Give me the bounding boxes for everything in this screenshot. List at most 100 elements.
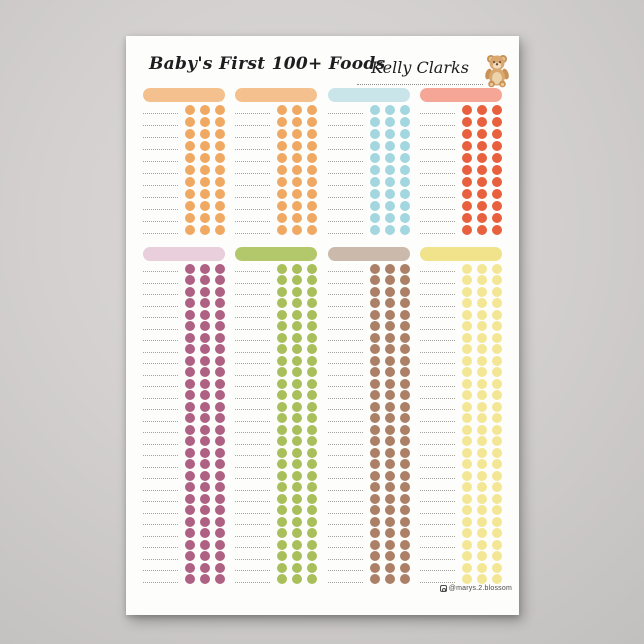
food-name-line <box>327 386 363 388</box>
tracker-dot <box>491 355 502 366</box>
food-name-line <box>327 397 363 399</box>
food-name-line <box>419 184 455 186</box>
tracker-dot <box>384 482 395 493</box>
tracker-dots <box>277 344 318 355</box>
food-name-line <box>235 512 271 514</box>
tracker-dot <box>491 528 502 539</box>
tracker-dot <box>292 539 303 550</box>
tracker-dot <box>292 436 303 447</box>
food-name-line <box>143 124 178 126</box>
food-name-line <box>419 466 455 468</box>
tracker-dot <box>476 459 487 470</box>
food-name-line <box>143 478 178 480</box>
tracker-dot <box>215 459 225 470</box>
tracker-dots <box>277 470 318 481</box>
tracker-dot <box>215 378 225 389</box>
tracker-dot <box>461 505 472 516</box>
food-row <box>235 447 318 459</box>
tracker-dot <box>461 574 472 585</box>
tracker-dots <box>277 189 318 199</box>
tracker-dots <box>369 153 410 163</box>
food-row <box>419 390 502 402</box>
food-row <box>235 436 318 448</box>
food-name-line <box>327 466 363 468</box>
food-row <box>143 116 225 128</box>
tracker-dot <box>215 165 225 175</box>
tracker-dot <box>292 286 303 297</box>
tracker-dots <box>185 482 225 493</box>
tracker-dot <box>307 309 318 320</box>
tracker-dot <box>292 528 303 539</box>
tracker-dot <box>491 309 502 320</box>
tracker-dot <box>307 401 318 412</box>
tracker-dot <box>277 129 288 139</box>
tracker-dots <box>277 213 318 223</box>
food-name-line <box>419 397 455 399</box>
food-name-line <box>143 420 178 422</box>
tracker-dot <box>384 424 395 435</box>
tracker-dots <box>185 413 225 424</box>
tracker-dot <box>307 551 318 562</box>
tracker-dot <box>476 177 487 187</box>
tracker-dot <box>399 436 410 447</box>
tracker-dots <box>461 153 502 163</box>
food-name-line <box>143 386 178 388</box>
tracker-dot <box>369 436 380 447</box>
food-row <box>419 401 502 413</box>
food-row <box>419 367 502 379</box>
tracker-dot <box>185 213 195 223</box>
tracker-dot <box>476 141 487 151</box>
tracker-dot <box>215 516 225 527</box>
tracker-dot <box>476 355 487 366</box>
tracker-dot <box>369 447 380 458</box>
tracker-dot <box>369 309 380 320</box>
tracker-dot <box>200 332 210 343</box>
food-name-line <box>143 294 178 296</box>
tracker-dot <box>369 539 380 550</box>
tracker-dot <box>215 105 225 115</box>
tracker-dot <box>369 275 380 286</box>
tracker-dot <box>200 436 210 447</box>
tracker-dot <box>185 105 195 115</box>
food-column-orange-2 <box>235 88 318 236</box>
tracker-dot <box>491 177 502 187</box>
food-name-line <box>235 136 271 138</box>
food-name-line <box>235 547 271 549</box>
food-row <box>327 390 410 402</box>
tracker-dot <box>491 562 502 573</box>
tracker-dot <box>292 225 303 235</box>
tracker-dot <box>491 436 502 447</box>
tracker-dot <box>277 424 288 435</box>
category-header-pill <box>235 88 318 102</box>
tracker-dot <box>369 390 380 401</box>
food-name-line <box>235 208 271 210</box>
tracker-dot <box>369 286 380 297</box>
tracker-dot <box>307 344 318 355</box>
tracker-dot <box>215 470 225 481</box>
tracker-dot <box>384 574 395 585</box>
tracker-dots <box>277 201 318 211</box>
tracker-dot <box>307 447 318 458</box>
tracker-dots <box>185 332 225 343</box>
poster-title: Baby's First 100+ Foods <box>149 54 386 74</box>
tracker-dot <box>292 213 303 223</box>
food-row <box>143 424 225 436</box>
food-name-line <box>419 136 455 138</box>
food-name-line <box>235 455 271 457</box>
food-row <box>419 574 502 586</box>
tracker-dot <box>461 470 472 481</box>
baby-foods-poster: Baby's First 100+ Foods Kelly Clarks <box>126 36 519 615</box>
food-name-line <box>143 558 178 560</box>
tracker-dot <box>491 189 502 199</box>
food-name-line <box>327 432 363 434</box>
tracker-dot <box>384 505 395 516</box>
tracker-dot <box>476 551 487 562</box>
tracker-dot <box>200 562 210 573</box>
tracker-dot <box>185 424 195 435</box>
food-name-line <box>235 124 271 126</box>
tracker-dot <box>369 129 380 139</box>
tracker-dots <box>461 225 502 235</box>
tracker-dot <box>215 413 225 424</box>
food-row <box>143 367 225 379</box>
food-row <box>419 424 502 436</box>
